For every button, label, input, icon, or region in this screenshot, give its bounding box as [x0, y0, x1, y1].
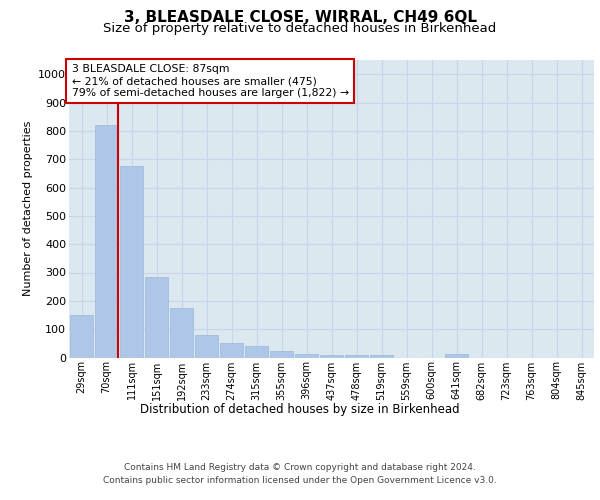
Text: 3 BLEASDALE CLOSE: 87sqm
← 21% of detached houses are smaller (475)
79% of semi-: 3 BLEASDALE CLOSE: 87sqm ← 21% of detach… [71, 64, 349, 98]
Bar [145, 277, 168, 357]
Bar [195, 336, 218, 357]
Bar [120, 166, 143, 358]
Bar [245, 346, 268, 358]
Bar [270, 352, 293, 358]
Text: 3, BLEASDALE CLOSE, WIRRAL, CH49 6QL: 3, BLEASDALE CLOSE, WIRRAL, CH49 6QL [124, 10, 476, 25]
Bar [370, 355, 393, 358]
Text: Size of property relative to detached houses in Birkenhead: Size of property relative to detached ho… [103, 22, 497, 35]
Text: Distribution of detached houses by size in Birkenhead: Distribution of detached houses by size … [140, 402, 460, 415]
Bar [345, 355, 368, 358]
Text: Contains HM Land Registry data © Crown copyright and database right 2024.: Contains HM Land Registry data © Crown c… [124, 462, 476, 471]
Bar [95, 125, 118, 358]
Y-axis label: Number of detached properties: Number of detached properties [23, 121, 32, 296]
Bar [445, 354, 468, 358]
Bar [320, 354, 343, 358]
Bar [170, 308, 193, 358]
Bar [220, 343, 243, 357]
Bar [70, 315, 93, 358]
Bar [295, 354, 318, 358]
Text: Contains public sector information licensed under the Open Government Licence v3: Contains public sector information licen… [103, 476, 497, 485]
